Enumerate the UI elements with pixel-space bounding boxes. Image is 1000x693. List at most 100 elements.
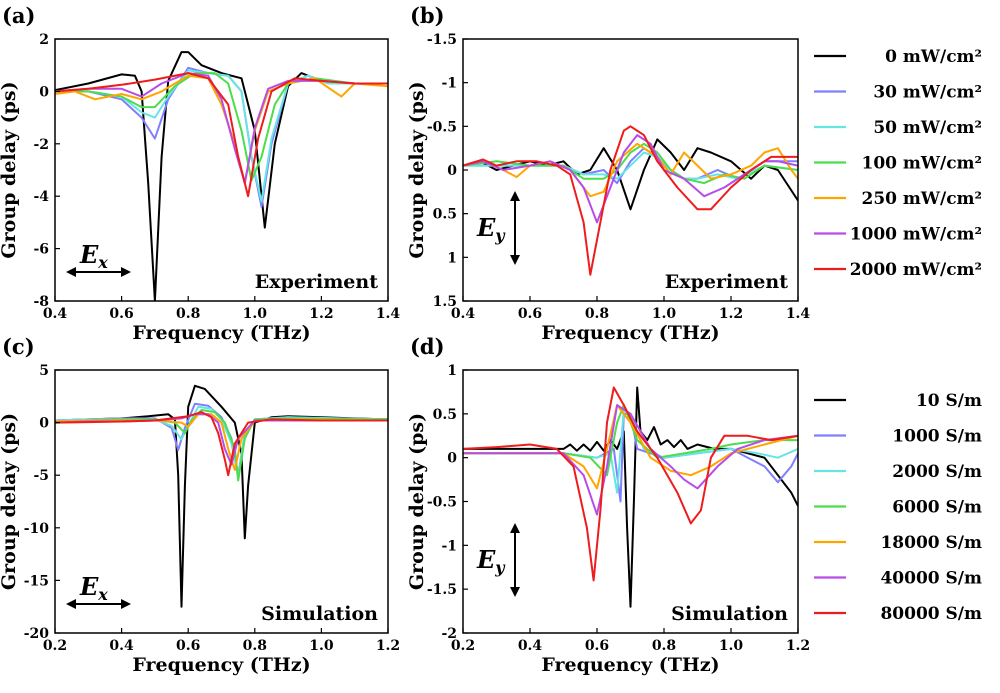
arrow-head-icon [510,587,520,597]
legend-label: 6000 S/m [892,498,982,518]
x-tick-label: 1.2 [376,638,400,654]
y-tick-label: -15 [24,573,49,589]
y-tick-label: -1.5 [427,32,457,48]
y-tick-label: -2 [441,626,457,642]
arrow-head-icon [66,267,76,277]
x-tick-label: 0.8 [243,638,267,654]
arrow-head-icon [121,599,131,609]
x-tick-label: 1.2 [309,306,333,322]
y-tick-label: -1 [441,76,457,92]
x-tick-label: 1.4 [786,306,811,322]
panel-a: 0.4 0.6 0.8 1.0 1.2 1.4 2 0 -2 -4 -6 -8 Frequency (T… [0,3,400,344]
series-line-2 [55,69,388,203]
legend-top: 0 mW/cm² 30 mW/cm² 50 mW/cm² 100 mW/cm² 250 … [814,47,982,280]
y-tick-label: -0.5 [427,495,457,511]
series-line-6 [463,125,798,276]
x-tick-label: 0.8 [585,306,609,322]
series-line-6 [55,72,388,198]
x-axis-label: Frequency (THz) [132,322,310,344]
arrow-head-icon [510,191,520,201]
x-tick-label: 0.6 [585,638,609,654]
y-tick-label: 0 [39,84,49,100]
series-line-5 [463,404,798,516]
y-tick-label: -20 [24,626,50,642]
plot-frame [462,38,799,302]
polarization-main: E [79,572,99,601]
x-tick-label: 1.0 [309,638,334,654]
polarization-main: E [476,545,496,574]
y-tick-label: 0.5 [433,207,457,223]
arrow-head-icon [510,523,520,533]
x-tick-label: 1.0 [652,306,677,322]
legend-label: 1000 mW/cm² [850,225,982,245]
y-tick-label: 0 [447,163,457,179]
polarization-subscript: y [494,558,506,577]
x-tick-label: 1.0 [719,638,744,654]
series-line-4 [55,74,388,185]
y-axis-label: Group delay (ps) [0,413,20,590]
plot-frame [54,38,389,302]
y-tick-label: 0 [39,416,49,432]
series-line-6 [55,411,388,477]
series-line-0 [463,138,798,211]
legend-label: 2000 mW/cm² [850,260,982,280]
x-axis-label: Frequency (THz) [541,322,719,344]
x-tick-label: 0.4 [518,638,543,654]
annotation-label: Experiment [665,271,788,293]
y-tick-label: 1 [447,363,457,379]
series-line-0 [55,51,388,301]
x-tick-label: 0.4 [109,638,134,654]
x-tick-label: 0.6 [109,306,133,322]
series-line-1 [463,412,798,503]
series-line-4 [463,142,798,198]
x-tick-label: 0.2 [451,638,475,654]
annotation-label: Simulation [261,603,378,625]
polarization-indicator: Ex [66,240,131,277]
x-axis-label: Frequency (THz) [132,654,310,676]
annotation-label: Simulation [671,603,788,625]
y-axis-label: Group delay (ps) [406,81,428,258]
series-group [463,386,798,608]
polarization-letter: Ey [476,545,506,577]
panel-c: 0.2 0.4 0.6 0.8 1.0 1.2 5 0 -5 -10 -15 -20 Frequency… [0,334,400,676]
legend-label: 18000 S/m [880,533,982,553]
legend-label: 50 mW/cm² [873,118,982,138]
y-axis-label: Group delay (ps) [406,413,428,590]
panel-b: 0.4 0.6 0.8 1.0 1.2 1.4 -1.5 -1 -0.5 0 0.5 1 1.5 Freq… [406,3,810,344]
y-axis-label: Group delay (ps) [0,81,20,258]
y-tick-label: -5 [33,468,49,484]
polarization-subscript: x [97,253,108,272]
x-tick-label: 0.2 [43,638,67,654]
legend-label: 2000 S/m [892,462,982,482]
legend-label: 30 mW/cm² [873,83,982,103]
y-tick-label: -6 [33,242,49,258]
y-tick-label: 0 [447,451,457,467]
polarization-main: E [476,213,496,242]
arrow-head-icon [510,255,520,265]
legend-label: 100 mW/cm² [862,154,982,174]
legend-label: 80000 S/m [880,604,982,624]
x-tick-label: 1.0 [243,306,268,322]
x-tick-label: 0.8 [652,638,676,654]
x-tick-label: 0.8 [176,306,200,322]
x-tick-label: 0.4 [43,306,68,322]
legend-bottom: 10 S/m 1000 S/m 2000 S/m 6000 S/m 18000 S/m 4… [814,391,982,624]
polarization-letter: Ex [79,572,108,604]
panel-label: (a) [2,3,35,28]
y-tick-label: -1 [441,538,457,554]
panel-d: 0.2 0.4 0.6 0.8 1.0 1.2 1 0.5 0 -0.5 -1 -1.5 -2 Frequ… [406,334,810,676]
series-group [463,125,798,276]
x-tick-label: 1.2 [786,638,810,654]
x-tick-label: 0.6 [176,638,200,654]
series-line-5 [55,72,388,185]
arrow-head-icon [66,599,76,609]
series-group [55,384,388,608]
polarization-indicator: Ex [66,572,131,609]
y-tick-label: 5 [39,363,49,379]
y-tick-label: 0.5 [433,407,457,423]
x-axis-label: Frequency (THz) [541,654,719,676]
y-tick-label: 1.5 [433,294,457,310]
x-tick-label: 0.4 [451,306,476,322]
arrow-head-icon [121,267,131,277]
